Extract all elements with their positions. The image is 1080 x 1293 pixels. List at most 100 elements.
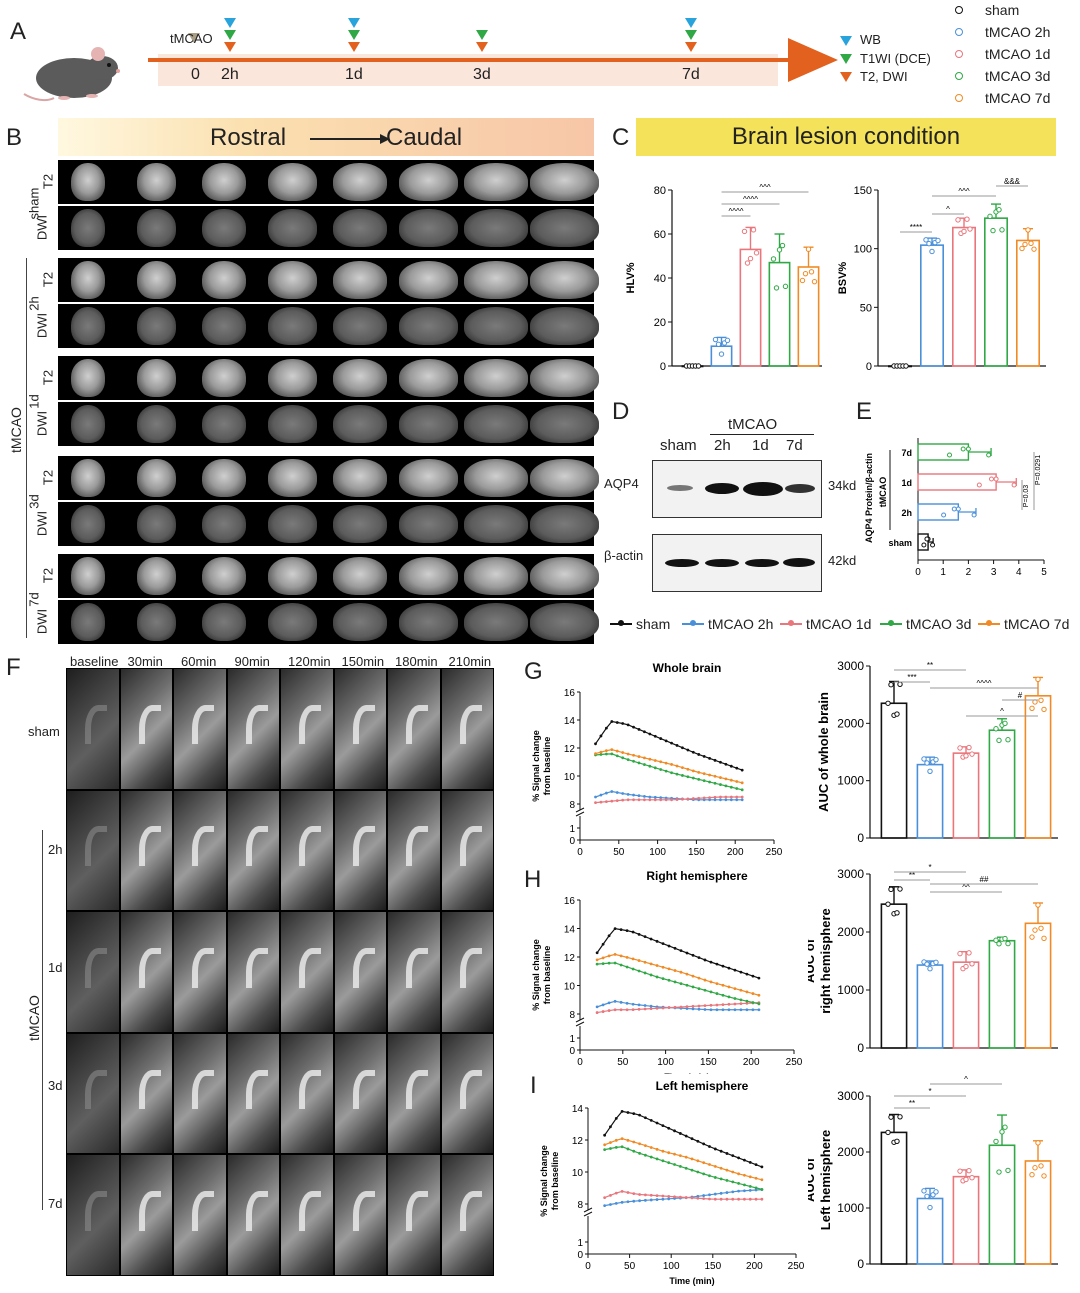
curve_right-point-0-0 bbox=[595, 951, 599, 955]
aqp4-point-2h-3 bbox=[941, 512, 947, 518]
curve_left-point-3-3 bbox=[620, 1145, 624, 1149]
curve_left-point-2-6 bbox=[638, 1193, 641, 1196]
dce-cell-1d-60min bbox=[174, 912, 226, 1032]
curve_left-xtick-label-150: 150 bbox=[704, 1261, 721, 1272]
aqp4-point-7d-3 bbox=[947, 452, 953, 458]
mri-slice-1d-dwi-3 bbox=[202, 405, 246, 443]
auc_right-sig-label-2: ^^ bbox=[962, 883, 970, 892]
curve_whole-title: Whole brain bbox=[653, 661, 722, 675]
curve_right-point-4-2 bbox=[607, 954, 611, 958]
mri-row-1d-t2 bbox=[58, 356, 599, 400]
aqp4-size: 34kd bbox=[828, 478, 857, 493]
mri-slice-2h-t2-6 bbox=[398, 261, 458, 299]
curve_right-point-0-24 bbox=[739, 970, 743, 974]
curve_left-point-1-7 bbox=[644, 1198, 647, 1202]
curve_whole-point-3-14 bbox=[670, 771, 673, 775]
mri-slice-2h-dwi-1 bbox=[71, 307, 105, 345]
curve_left-point-0-22 bbox=[731, 1154, 735, 1158]
mri-slice-1d-t2-7 bbox=[464, 359, 528, 397]
curve_left-point-2-25 bbox=[748, 1197, 752, 1201]
aqp4-bar-7d bbox=[917, 443, 970, 461]
curve_left-point-1-26 bbox=[754, 1188, 758, 1192]
auc_right-point-3-4 bbox=[1005, 940, 1011, 947]
curve_whole-point-0-13 bbox=[664, 739, 668, 743]
aqp4-point-2h-2 bbox=[951, 506, 957, 512]
curve_whole-point-1-27 bbox=[740, 798, 744, 802]
auc_left-bar-4 bbox=[1024, 1160, 1052, 1265]
mri-group-label-3d: 3d bbox=[26, 494, 42, 509]
curve_whole-point-0-16 bbox=[681, 746, 684, 750]
curve_right-xtick-label-50: 50 bbox=[617, 1057, 629, 1068]
curve_left-point-0-24 bbox=[743, 1158, 746, 1162]
auc_right-bar-1 bbox=[916, 964, 944, 1049]
curve_left-point-2-24 bbox=[743, 1197, 746, 1201]
curve_right-point-3-7 bbox=[637, 969, 641, 973]
auc_right-sig-label-3: ## bbox=[980, 875, 989, 884]
auc_whole-ylabel: AUC of whole brain bbox=[816, 692, 831, 812]
auc_right-point-0-0 bbox=[885, 901, 891, 907]
curve_left-series-3 bbox=[604, 1146, 763, 1190]
curve_left-point-4-16 bbox=[696, 1159, 700, 1163]
curve_right-point-3-26 bbox=[751, 1001, 755, 1004]
curve_right-point-2-1 bbox=[601, 1010, 605, 1013]
curve_left-point-4-24 bbox=[743, 1173, 746, 1177]
auc_left-sig-label-0: ** bbox=[909, 1099, 915, 1108]
auc_whole-point-3-1 bbox=[996, 737, 1002, 744]
curve_left-point-1-16 bbox=[696, 1194, 700, 1198]
mri-slice-sham-t2-2 bbox=[136, 163, 176, 201]
curve_left-point-3-20 bbox=[719, 1177, 723, 1181]
curve_right-series-0 bbox=[596, 927, 760, 979]
curve_left-point-4-21 bbox=[725, 1168, 729, 1172]
dce-cell-7d-60min bbox=[174, 1155, 226, 1275]
curve_whole-point-1-23 bbox=[719, 798, 722, 802]
curve_left-point-3-22 bbox=[731, 1180, 735, 1184]
legend-t1wi: T1WI (DCE) bbox=[860, 51, 931, 66]
curve_right-point-2-21 bbox=[721, 1003, 725, 1007]
curve_whole-ybreak-label-0: 0 bbox=[569, 836, 575, 847]
curve_left-point-4-14 bbox=[684, 1155, 688, 1159]
auc_right-point-4-1 bbox=[1032, 927, 1038, 933]
dce-enhancement-3d-180min bbox=[406, 1069, 429, 1110]
dce-cell-1d-30min bbox=[120, 912, 172, 1032]
curve_left-point-4-20 bbox=[719, 1166, 723, 1170]
bsv-sig-label-1: ^ bbox=[946, 205, 950, 214]
aqp4-point-1d-0 bbox=[993, 476, 999, 482]
curve_right-point-2-24 bbox=[739, 1002, 743, 1006]
curve_left-point-2-11 bbox=[667, 1194, 671, 1198]
curve_left-point-0-14 bbox=[684, 1134, 688, 1138]
curve_right-point-4-9 bbox=[649, 962, 653, 966]
curve_left-point-1-1 bbox=[609, 1203, 612, 1206]
curve_right-point-4-27 bbox=[757, 993, 761, 997]
curve_left-point-1-23 bbox=[737, 1189, 740, 1193]
curve_left-xlabel: Time (min) bbox=[669, 1276, 714, 1286]
rostral-caudal-header: Rostral Caudal bbox=[58, 118, 594, 156]
dce-cell-1d-baseline bbox=[67, 912, 119, 1032]
hlv-point-4-3 bbox=[808, 269, 815, 275]
curve_right-series-2 bbox=[597, 1002, 759, 1014]
hlv-point-2-2 bbox=[747, 255, 754, 262]
curve_right-xtick-label-200: 200 bbox=[743, 1057, 760, 1068]
mri-group-label-7d: 7d bbox=[26, 592, 42, 607]
curve_whole-axis-break-1 bbox=[575, 807, 585, 813]
curve_left-point-0-11 bbox=[667, 1126, 671, 1130]
curve_whole-point-1-2 bbox=[604, 791, 608, 795]
curve_right-point-0-3 bbox=[613, 927, 617, 931]
curve_whole-point-3-24 bbox=[724, 784, 728, 788]
dce-cell-3d-210min bbox=[441, 1033, 493, 1154]
auc_left-point-0-4 bbox=[897, 1114, 903, 1120]
dce-enhancement-sham-30min bbox=[138, 704, 161, 745]
mri-slice-1d-dwi-5 bbox=[333, 405, 387, 443]
aqp4-xtick-label-3: 3 bbox=[991, 567, 997, 578]
mri-slice-7d-dwi-4 bbox=[267, 603, 317, 641]
mri-slice-3d-dwi-2 bbox=[136, 505, 176, 543]
curve_right-point-2-22 bbox=[727, 1002, 731, 1006]
dce-cell-1d-120min bbox=[281, 912, 333, 1032]
curve_left-point-3-13 bbox=[678, 1165, 682, 1168]
curve_whole-point-1-25 bbox=[729, 798, 733, 802]
dce-enhancement-sham-baseline bbox=[85, 704, 108, 745]
curve_right-point-4-7 bbox=[637, 959, 641, 962]
auc_right-point-3-1 bbox=[996, 941, 1002, 947]
curve_whole-point-3-9 bbox=[643, 763, 646, 766]
curve_right-ytick-label-8: 8 bbox=[569, 1010, 575, 1021]
curve_whole-point-3-21 bbox=[708, 780, 711, 784]
